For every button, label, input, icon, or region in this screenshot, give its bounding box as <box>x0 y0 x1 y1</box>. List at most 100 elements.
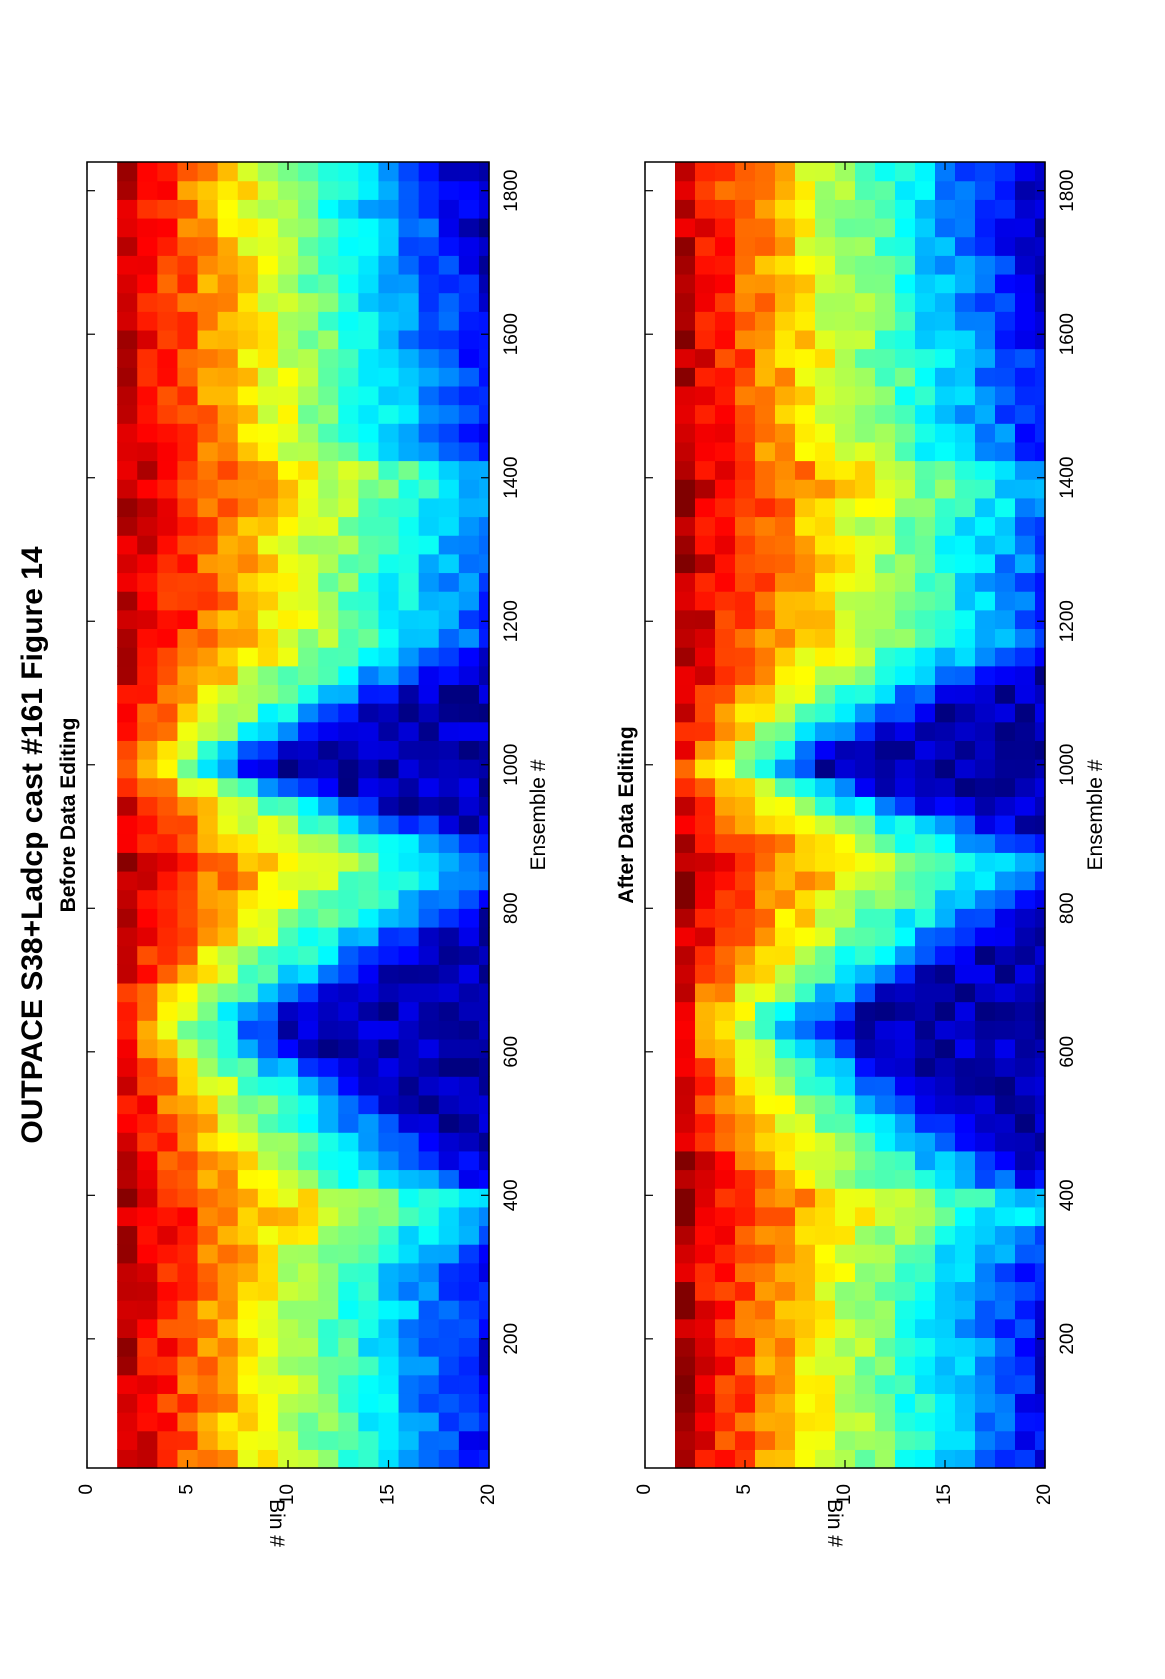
heatmap-cell <box>378 292 400 312</box>
heatmap-cell <box>935 1412 956 1432</box>
heatmap-cell <box>875 759 896 779</box>
heatmap-cell <box>358 796 380 816</box>
heatmap-cell <box>795 1169 816 1189</box>
heatmap-cell <box>715 1393 736 1413</box>
heatmap-cell <box>835 908 856 928</box>
heatmap-cell <box>418 1038 440 1059</box>
heatmap-cell <box>197 721 219 741</box>
heatmap-cell <box>935 348 956 368</box>
heatmap-cell <box>735 1225 756 1245</box>
heatmap-cell <box>358 665 380 685</box>
heatmap-cell <box>197 628 219 648</box>
heatmap-cell <box>277 423 299 443</box>
heatmap-cell <box>197 423 219 443</box>
heatmap-cell <box>895 1057 916 1077</box>
heatmap-cell <box>995 1076 1016 1096</box>
heatmap-cell <box>935 1430 956 1450</box>
heatmap-cell <box>695 609 716 630</box>
heatmap-cell <box>298 1300 319 1320</box>
heatmap-cell <box>257 964 279 984</box>
heatmap-cell <box>378 889 400 909</box>
heatmap-cell <box>378 1225 400 1245</box>
heatmap-cell <box>875 796 896 816</box>
heatmap-cell <box>137 609 158 630</box>
heatmap-cell <box>695 367 716 387</box>
heatmap-cell <box>695 777 716 797</box>
heatmap-cell <box>378 1169 400 1189</box>
heatmap-cell <box>277 628 299 648</box>
heatmap-cell <box>338 1094 359 1115</box>
heatmap-cell <box>378 833 400 853</box>
heatmap-cell <box>975 815 996 835</box>
heatmap-cell <box>935 815 956 835</box>
heatmap-cell <box>915 1169 936 1189</box>
heatmap-cell <box>875 647 896 667</box>
heatmap-cell <box>755 1262 776 1283</box>
heatmap-cell <box>338 199 359 219</box>
heatmap-cell <box>935 423 956 443</box>
heatmap-cell <box>378 628 400 648</box>
heatmap-cell <box>137 162 158 182</box>
heatmap-cell <box>478 1318 490 1338</box>
heatmap-cell <box>398 535 420 555</box>
heatmap-cell <box>675 1188 696 1208</box>
heatmap-cell <box>398 1318 420 1338</box>
heatmap-cell <box>1015 1094 1036 1115</box>
heatmap-cell <box>438 1374 460 1394</box>
heatmap-cell <box>358 703 380 723</box>
heatmap-cell <box>458 180 480 200</box>
heatmap-cell <box>875 1038 896 1059</box>
heatmap-cell <box>478 516 490 536</box>
heatmap-cell <box>855 796 876 816</box>
heatmap-cell <box>318 1356 339 1376</box>
heatmap-cell <box>995 1020 1016 1040</box>
heatmap-cell <box>217 609 239 630</box>
heatmap-cell <box>775 628 796 648</box>
heatmap-cell <box>695 1038 716 1059</box>
heatmap-cell <box>157 1094 179 1115</box>
heatmap-cell <box>775 591 796 611</box>
heatmap-cell <box>895 348 916 368</box>
heatmap-cell <box>217 516 239 536</box>
heatmap-cell <box>795 460 816 480</box>
heatmap-cell <box>895 162 916 182</box>
heatmap-cell <box>675 553 696 574</box>
heatmap-cell <box>137 1038 158 1059</box>
heatmap-cell <box>835 572 856 592</box>
heatmap-cell <box>217 535 239 555</box>
heatmap-cell <box>117 1169 138 1189</box>
heatmap-cell <box>895 553 916 574</box>
heatmap-cell <box>775 1374 796 1394</box>
heatmap-cell <box>298 1318 319 1338</box>
heatmap-cell <box>237 572 259 592</box>
heatmap-cell <box>418 1374 440 1394</box>
heatmap-cell <box>1035 1225 1046 1245</box>
heatmap-cell <box>197 1244 219 1264</box>
heatmap-cell <box>875 441 896 462</box>
heatmap-cell <box>217 572 239 592</box>
heatmap-cell <box>137 404 158 424</box>
heatmap-cell <box>458 1337 480 1357</box>
heatmap-cell <box>975 1393 996 1413</box>
heatmap-cell <box>197 870 219 891</box>
heatmap-cell <box>478 460 490 480</box>
heatmap-cell <box>398 1094 420 1115</box>
heatmap-cell <box>935 870 956 891</box>
heatmap-cell <box>855 870 876 891</box>
heatmap-cell <box>715 423 736 443</box>
heatmap-cell <box>358 926 380 947</box>
heatmap-cell <box>257 628 279 648</box>
heatmap-cell <box>975 777 996 797</box>
heatmap-cell <box>995 1412 1016 1432</box>
heatmap-cell <box>378 591 400 611</box>
heatmap-cell <box>675 236 696 256</box>
heatmap-cell <box>398 423 420 443</box>
heatmap-cell <box>815 1076 836 1096</box>
heatmap-cell <box>995 1188 1016 1208</box>
heatmap-cell <box>715 1057 736 1077</box>
heatmap-cell <box>735 441 756 462</box>
heatmap-cell <box>418 684 440 704</box>
heatmap-cell <box>955 665 976 685</box>
heatmap-cell <box>855 404 876 424</box>
heatmap-cell <box>1035 1262 1046 1283</box>
